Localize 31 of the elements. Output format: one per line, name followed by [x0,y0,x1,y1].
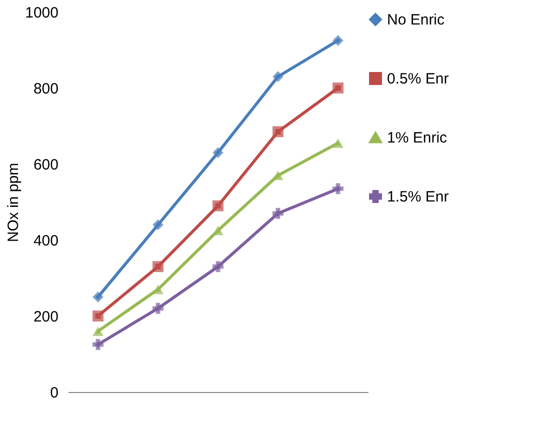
point [272,71,284,82]
point [332,183,344,194]
y-tick-label: 800 [33,80,58,98]
point [92,292,104,302]
point [212,226,224,236]
point [212,147,224,158]
y-tick-label: 400 [33,232,58,250]
point [92,339,104,350]
legend-label: No Enric [387,12,446,28]
point [152,219,164,230]
point [272,170,284,180]
point [152,302,164,314]
point [332,82,344,94]
legend-label: 1% Enric [387,130,448,146]
y-tick-label: 600 [33,156,58,174]
legend-label: 1.5% Enr [387,188,449,206]
y-tick-label: 200 [33,308,58,326]
point [92,310,104,322]
point [212,261,224,272]
y-tick-label: 1000 [25,4,58,22]
point [152,284,164,294]
y-axis-title: NOx in ppm [5,162,22,242]
point [272,208,284,219]
point [272,126,284,138]
y-tick-label: 0 [50,384,58,402]
point [152,261,164,272]
point [332,138,344,148]
point [332,35,344,46]
point [92,326,104,336]
point [212,200,224,212]
legend-label: 0.5% Enr [387,70,449,88]
